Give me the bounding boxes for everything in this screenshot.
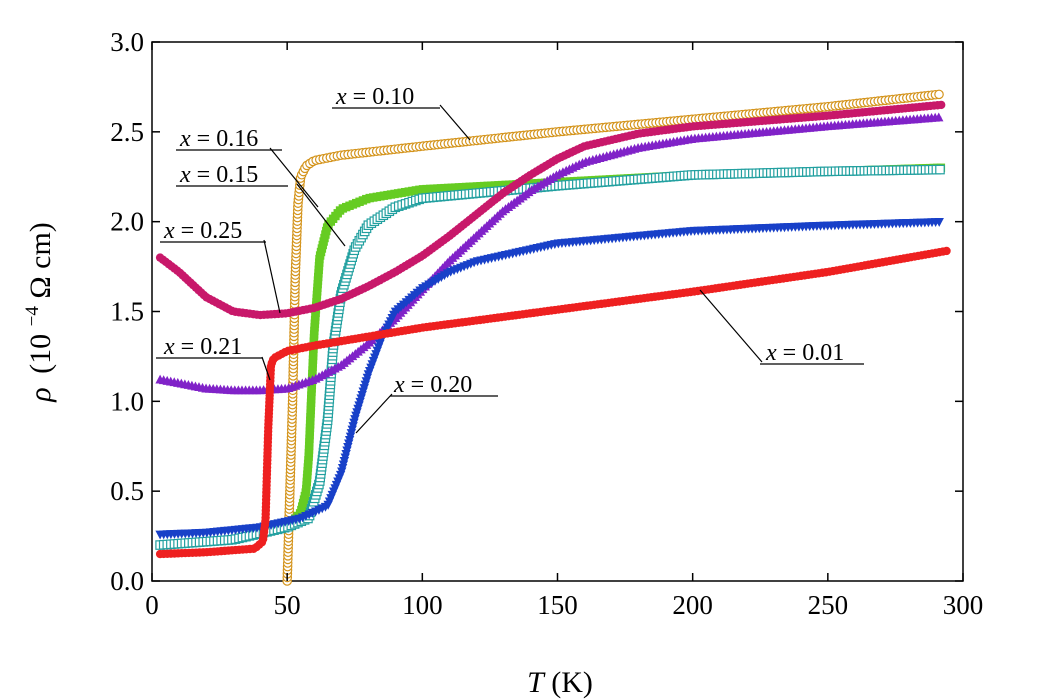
- data-point: [935, 164, 945, 175]
- annotation-text: x = 0.01: [765, 340, 844, 366]
- series-x-0-25: [155, 100, 946, 320]
- annotation-value: = 0.15: [191, 162, 259, 188]
- annotation-var: x: [163, 218, 175, 244]
- y-tick-label: 3.0: [110, 27, 144, 57]
- y-tick-label: 1.0: [110, 386, 144, 416]
- annotation-var: x: [179, 126, 191, 152]
- annotation-label: x = 0.20: [355, 372, 498, 434]
- annotation-var: x: [179, 162, 191, 188]
- data-point: [934, 112, 944, 122]
- annotation-leader: [296, 183, 346, 247]
- annotation-label: x = 0.01: [699, 289, 864, 366]
- series-line: [160, 249, 950, 555]
- y-axis-symbol: ρ: [24, 387, 57, 402]
- x-axis-symbol: T: [527, 666, 546, 699]
- annotation-value: = 0.25: [175, 218, 243, 244]
- annotation-var: x: [163, 334, 175, 360]
- x-tick-label: 150: [537, 590, 578, 620]
- x-tick-label: 300: [943, 590, 984, 620]
- data-point: [934, 89, 944, 100]
- annotation-label: x = 0.21: [156, 334, 271, 381]
- annotation-value: = 0.20: [405, 372, 473, 398]
- series-x-0-01: [155, 246, 951, 559]
- data-point: [934, 218, 944, 227]
- y-tick-label: 2.5: [110, 117, 144, 147]
- annotations-layer: x = 0.10x = 0.16x = 0.15x = 0.25x = 0.21…: [156, 84, 864, 434]
- annotation-value: = 0.21: [175, 334, 243, 360]
- y-axis-title: ρ (10 −4 Ω cm): [12, 222, 57, 403]
- x-tick-label: 250: [808, 590, 849, 620]
- annotation-leader: [699, 289, 763, 363]
- annotation-leader: [261, 356, 271, 381]
- x-tick-label: 100: [402, 590, 443, 620]
- annotation-text: x = 0.25: [163, 218, 242, 244]
- y-tick-label: 0.0: [110, 566, 144, 596]
- annotation-value: = 0.16: [191, 126, 259, 152]
- annotation-leader: [269, 147, 319, 208]
- annotation-var: x: [393, 372, 405, 398]
- annotation-label: x = 0.16: [176, 126, 319, 208]
- series-layer: [155, 89, 951, 586]
- y-axis-unit-post: Ω cm): [24, 222, 57, 298]
- annotation-var: x: [765, 340, 777, 366]
- annotation-text: x = 0.20: [393, 372, 472, 398]
- annotation-label: x = 0.15: [176, 162, 346, 247]
- annotation-text: x = 0.16: [179, 126, 258, 152]
- annotation-leader: [355, 393, 393, 434]
- annotation-text: x = 0.15: [179, 162, 258, 188]
- y-tick-label: 1.5: [110, 297, 144, 327]
- x-axis-unit: (K): [551, 666, 593, 699]
- annotation-text: x = 0.21: [163, 334, 242, 360]
- annotation-leader: [439, 104, 471, 141]
- annotation-var: x: [335, 84, 347, 110]
- annotation-label: x = 0.25: [160, 218, 281, 314]
- annotation-label: x = 0.10: [332, 84, 471, 141]
- x-axis-title: T (K): [527, 666, 593, 699]
- data-point: [937, 100, 946, 110]
- data-point: [942, 246, 951, 256]
- y-tick-label: 0.5: [110, 476, 144, 506]
- annotation-leader: [263, 239, 281, 314]
- annotation-value: = 0.01: [777, 340, 845, 366]
- ticks-layer: 0 50 100 150 200 250 300 0.0 0.5 1.0 1.5 2.0 2.5 3.0: [110, 27, 983, 620]
- y-tick-label: 2.0: [110, 207, 144, 237]
- y-axis-unit-exp: −4: [22, 306, 43, 327]
- y-axis-unit-pre: (10: [24, 334, 57, 374]
- series-x-0-10: [282, 89, 944, 586]
- x-tick-label: 0: [145, 590, 159, 620]
- x-tick-label: 200: [672, 590, 713, 620]
- x-tick-label: 50: [274, 590, 301, 620]
- annotation-text: x = 0.10: [335, 84, 414, 110]
- annotation-value: = 0.10: [347, 84, 415, 110]
